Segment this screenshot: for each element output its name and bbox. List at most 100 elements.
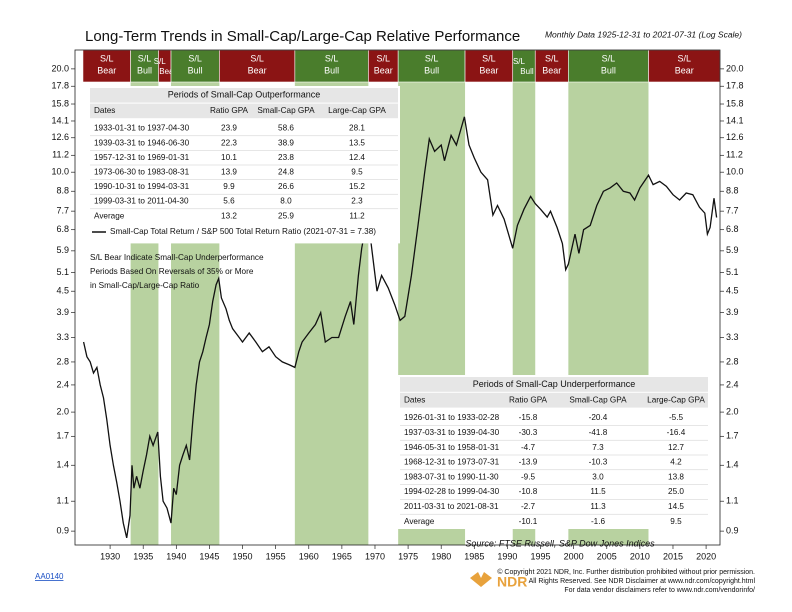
table-cell: -16.4 (667, 428, 686, 437)
y-tick-label: 20.0 (726, 63, 744, 73)
y-tick-label: 14.1 (51, 115, 69, 125)
y-tick-label: 3.3 (56, 332, 69, 342)
y-tick-label: 3.9 (56, 307, 69, 317)
table-cell: -9.5 (521, 472, 536, 481)
x-tick-label: 1965 (332, 551, 352, 561)
table-cell: 38.9 (278, 138, 294, 147)
y-tick-label: 0.9 (726, 525, 739, 535)
regime-label: Bull (601, 65, 616, 75)
table-cell: 5.6 (223, 197, 235, 206)
x-tick-label: 1935 (133, 551, 153, 561)
x-tick-label: 1975 (398, 551, 418, 561)
y-tick-label: 4.5 (726, 286, 739, 296)
table-header: Large-Cap GPA (647, 395, 705, 404)
footer-line: For data vendor disclaimers refer to www… (564, 587, 755, 594)
table-cell: 14.5 (668, 502, 684, 511)
y-tick-label: 20.0 (51, 63, 69, 73)
x-tick-label: 2020 (696, 551, 716, 561)
table-cell: 2.3 (351, 197, 363, 206)
regime-band (170, 49, 220, 83)
x-tick-label: 2010 (630, 551, 650, 561)
regime-label: Bear (97, 65, 116, 75)
regime-band (464, 49, 514, 83)
table-cell: 24.8 (278, 167, 294, 176)
table-cell: 15.2 (349, 182, 365, 191)
table-cell: 1937-03-31 to 1939-04-30 (404, 428, 500, 437)
table-cell: 3.0 (592, 472, 604, 481)
y-tick-label: 2.8 (56, 356, 69, 366)
y-tick-label: 8.8 (726, 186, 739, 196)
table-cell: 58.6 (278, 124, 294, 133)
x-tick-label: 1970 (365, 551, 385, 561)
y-tick-label: 5.9 (726, 245, 739, 255)
regime-label: Bull (188, 65, 203, 75)
y-tick-label: 1.7 (56, 431, 69, 441)
regime-label: S/L (677, 53, 691, 63)
table-cell: 22.3 (221, 138, 237, 147)
table-header-bg (90, 103, 398, 119)
x-tick-label: 1950 (233, 551, 253, 561)
y-tick-label: 7.7 (56, 206, 69, 216)
regime-band (534, 49, 569, 83)
table-cell: 9.5 (670, 517, 682, 526)
regime-label: S/L (513, 57, 526, 66)
x-tick-label: 1980 (431, 551, 451, 561)
table-cell: 1939-03-31 to 1946-06-30 (94, 138, 190, 147)
y-tick-label: 15.8 (726, 98, 744, 108)
table-header: Small-Cap GPA (257, 106, 315, 115)
logo: NDR (497, 574, 527, 590)
table-header: Ratio GPA (210, 106, 249, 115)
x-tick-label: 1990 (497, 551, 517, 561)
table-cell: -1.6 (591, 517, 606, 526)
x-tick-label: 2000 (564, 551, 584, 561)
table-header: Dates (404, 395, 425, 404)
x-tick-label: 1960 (299, 551, 319, 561)
table-cell: 25.9 (278, 211, 294, 220)
table-title: Periods of Small-Cap Outperformance (168, 90, 321, 100)
table-cell: 11.5 (590, 487, 606, 496)
y-tick-label: 2.0 (726, 406, 739, 416)
y-tick-label: 6.8 (726, 224, 739, 234)
footer-line: All Rights Reserved. See NDR Disclaimer … (529, 578, 756, 585)
table-cell: 13.9 (221, 167, 237, 176)
table-cell: -2.7 (521, 502, 536, 511)
regime-label: S/L (154, 57, 167, 66)
regime-label: S/L (100, 53, 114, 63)
table-cell: 8.0 (280, 197, 292, 206)
x-tick-label: 1985 (464, 551, 484, 561)
data-line (82, 116, 718, 539)
y-tick-label: 0.9 (56, 525, 69, 535)
table-cell: 1973-06-30 to 1983-08-31 (94, 167, 190, 176)
regime-label: S/L (377, 53, 391, 63)
chart-code[interactable]: AA0140 (35, 572, 64, 581)
y-tick-label: 2.0 (56, 406, 69, 416)
y-tick-label: 11.2 (726, 150, 743, 160)
table-header: Dates (94, 106, 115, 115)
x-tick-label: 1940 (166, 551, 186, 561)
table-cell: 1990-10-31 to 1994-03-31 (94, 182, 190, 191)
footer-line: © Copyright 2021 NDR, Inc. Further distr… (497, 568, 755, 576)
table-header-bg (400, 392, 708, 408)
table-cell: Average (404, 517, 435, 526)
y-tick-label: 4.5 (56, 286, 69, 296)
x-tick-label: 1955 (266, 551, 286, 561)
regime-band (368, 49, 399, 83)
y-tick-label: 12.6 (51, 132, 69, 142)
table-cell: -30.3 (519, 428, 538, 437)
y-tick-label: 10.0 (51, 167, 69, 177)
table-cell: -10.3 (589, 458, 608, 467)
y-tick-label: 15.8 (51, 98, 69, 108)
table-cell: 4.2 (670, 458, 682, 467)
regime-label: Bear (479, 65, 498, 75)
y-tick-label: 5.9 (56, 245, 69, 255)
y-tick-label: 7.7 (726, 206, 739, 216)
y-tick-label: 1.4 (56, 460, 69, 470)
source: Source: FTSE Russell, S&P Dow Jones Indi… (465, 538, 655, 548)
chart-title: Long-Term Trends in Small-Cap/Large-Cap … (85, 28, 520, 45)
logo-mark (470, 572, 492, 587)
y-tick-label: 5.1 (56, 267, 69, 277)
table-cell: 13.8 (668, 472, 684, 481)
y-tick-label: 2.8 (726, 356, 739, 366)
table-header: Small-Cap GPA (569, 395, 627, 404)
table-cell: 1926-01-31 to 1933-02-28 (404, 413, 500, 422)
